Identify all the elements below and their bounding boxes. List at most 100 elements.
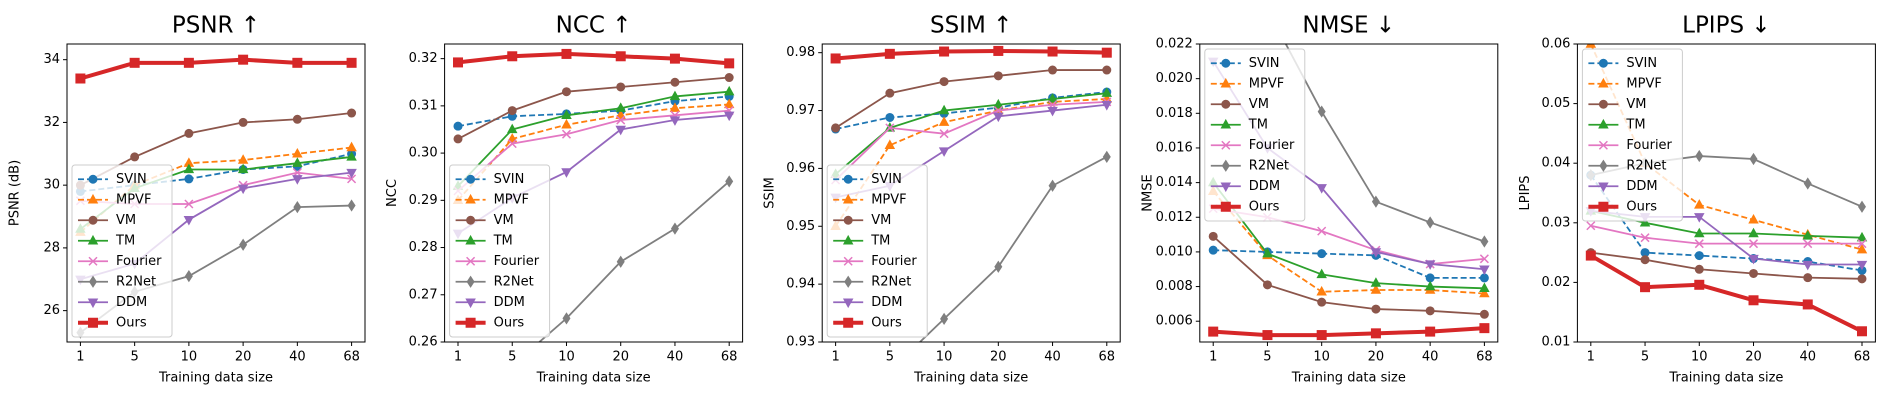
series-line [537,180,730,342]
marker [725,175,734,188]
marker [87,298,99,309]
legend-label: TM [493,233,513,248]
marker [1802,299,1813,310]
marker [465,234,476,245]
marker [1220,77,1232,88]
marker [1585,250,1596,261]
marker [561,168,572,178]
axes-frame [821,43,1121,343]
marker [346,168,357,179]
marker [1370,328,1381,339]
marker [1480,235,1489,248]
y-axis-label: PSNR (dB) [8,160,23,226]
marker [885,88,895,98]
series-line [835,69,1107,129]
marker [347,174,357,184]
series-line [834,100,1107,181]
marker [1317,226,1327,236]
marker [1317,297,1327,307]
y-tick-label: 0.020 [1156,71,1193,86]
x-axis-label: Training data size [536,371,651,386]
marker [1220,182,1232,193]
marker [1598,201,1609,212]
axes-frame [1576,43,1876,343]
marker [1694,239,1704,249]
legend-label: R2Net [1249,158,1289,173]
y-tick-label: 0.28 [409,240,438,255]
x-tick-label: 5 [131,350,139,365]
legend-box [826,164,928,338]
marker [1425,273,1435,283]
marker [1316,330,1327,341]
legend-label: SVIN [116,172,147,187]
marker [292,57,303,68]
x-tick-label: 5 [508,350,516,365]
marker [1047,93,1058,103]
marker [561,87,571,97]
subplot: SSIM ↑ Training data size SSIM 0.93 0.94 0.95… [763,13,1121,400]
legend: SVIN MPVF VM TM Fourier R2Net DDM Ours [1581,48,1683,222]
x-tick-label: 40 [1422,350,1439,365]
marker [88,215,98,225]
marker [507,51,518,62]
legend-label: Ours [871,315,902,330]
legend-label: DDM [494,295,525,310]
marker [843,317,854,328]
subplot: NMSE ↓ Training data size NMSE 0.006 0.008 0.… [1140,4,1499,386]
marker [75,73,86,84]
y-tick-label: 32 [43,115,60,130]
y-tick-label: 0.02 [1541,275,1570,290]
x-tick-label: 10 [1691,350,1708,365]
marker [1221,140,1231,150]
marker [1640,233,1650,243]
marker [1694,213,1705,223]
marker [669,116,681,126]
marker [615,102,626,112]
marker [239,238,248,251]
y-axis-label: SSIM [763,177,778,209]
y-tick-label: 0.006 [1156,314,1193,329]
series-line [918,156,1108,342]
legend-label: Fourier [116,254,162,269]
marker [993,98,1004,109]
marker [939,46,950,57]
y-axis-label: NCC [385,179,400,207]
legend-label: VM [871,213,891,228]
marker [993,45,1004,56]
marker [184,199,194,209]
marker [87,193,99,204]
marker [830,53,841,64]
subplot: LPIPS ↓ Training data size LPIPS 0.01 0.02 0.… [1518,13,1876,386]
subplot-title: NMSE ↓ [1302,13,1395,39]
y-tick-label: 0.06 [1541,37,1570,52]
marker [1599,159,1608,172]
legend-label: MPVF [1626,76,1661,91]
marker [723,98,735,109]
marker [938,147,950,157]
y-tick-label: 0.97 [786,103,815,118]
legend-label: SVIN [871,172,902,187]
marker [293,201,302,214]
marker [1856,243,1868,254]
marker [183,57,194,68]
axes-frame [1199,43,1499,343]
marker [346,151,357,161]
x-tick-label: 10 [181,350,198,365]
marker [1748,254,1759,265]
x-tick-label: 40 [289,350,306,365]
marker [1598,58,1608,68]
x-tick-label: 68 [1476,350,1493,365]
series-line [1590,251,1863,280]
legend-label: R2Net [494,274,534,289]
marker [1695,149,1704,163]
marker [1264,4,1271,14]
legend-label: MPVF [871,192,906,207]
marker [844,275,853,288]
marker [1221,99,1231,109]
marker [832,395,839,400]
y-tick-label: 0.03 [1541,215,1570,230]
legend-label: R2Net [116,274,156,289]
series-line [834,98,1107,227]
y-tick-label: 0.008 [1156,279,1193,294]
marker [1748,227,1759,238]
